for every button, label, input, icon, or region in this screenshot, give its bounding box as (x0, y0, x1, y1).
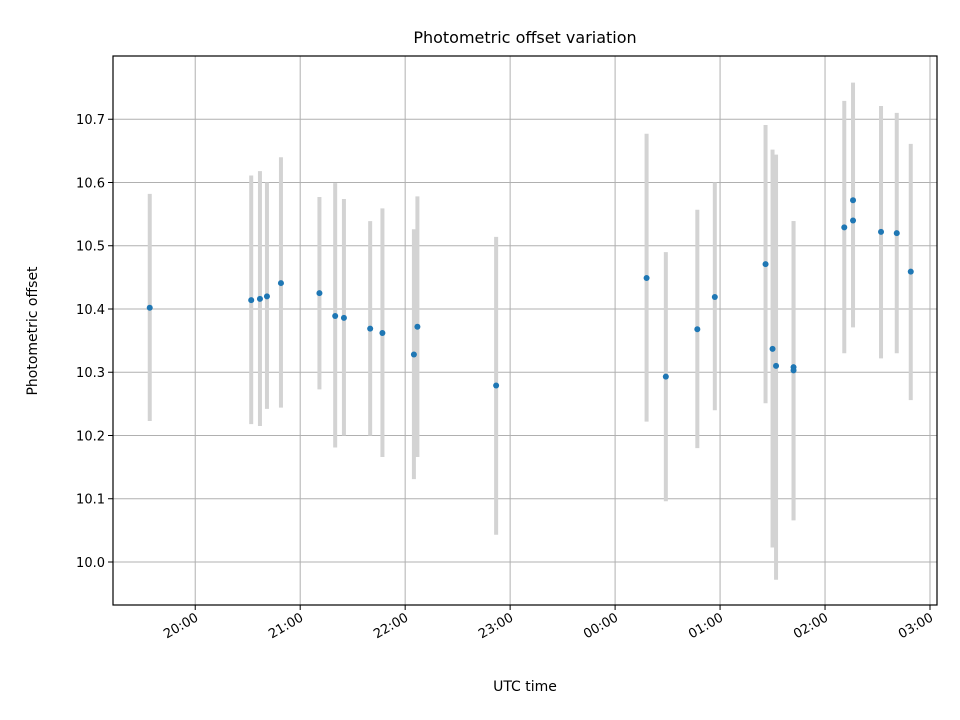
data-point (907, 268, 914, 275)
data-point (367, 325, 374, 332)
y-tick-label: 10.2 (76, 429, 105, 444)
data-point (248, 297, 255, 304)
data-point (277, 280, 284, 287)
data-point (414, 323, 421, 330)
y-tick-label: 10.7 (76, 113, 105, 128)
y-tick-label: 10.1 (76, 493, 105, 508)
data-point (850, 217, 857, 224)
data-point (841, 224, 848, 231)
data-point (711, 293, 718, 300)
data-point (893, 230, 900, 237)
y-axis-label: Photometric offset (25, 266, 41, 396)
data-point (790, 367, 797, 374)
y-tick-label: 10.5 (76, 240, 105, 255)
data-point (762, 261, 769, 268)
data-point (493, 382, 500, 389)
y-axis: 10.0 10.1 10.2 10.3 10.4 10.5 10.6 10.7 (76, 113, 113, 571)
data-point (850, 197, 857, 204)
y-tick-label: 10.4 (76, 303, 105, 318)
data-point (662, 373, 669, 380)
y-tick-label: 10.3 (76, 366, 105, 381)
data-point (878, 228, 885, 235)
y-tick-label: 10.6 (76, 176, 105, 191)
data-point (332, 312, 339, 319)
data-point (146, 304, 153, 311)
data-point (256, 295, 263, 302)
data-point (769, 345, 776, 352)
data-point (263, 293, 270, 300)
data-point (340, 314, 347, 321)
data-point (643, 275, 650, 282)
data-points (146, 197, 914, 389)
plot-frame (112, 55, 938, 606)
x-axis-label: UTC time (493, 679, 557, 695)
data-point (410, 351, 417, 358)
data-point (379, 330, 386, 337)
data-point (316, 290, 323, 297)
y-tick-label: 10.0 (76, 556, 105, 571)
data-point (694, 326, 701, 333)
chart-title: Photometric offset variation (413, 28, 636, 47)
data-point (773, 362, 780, 369)
